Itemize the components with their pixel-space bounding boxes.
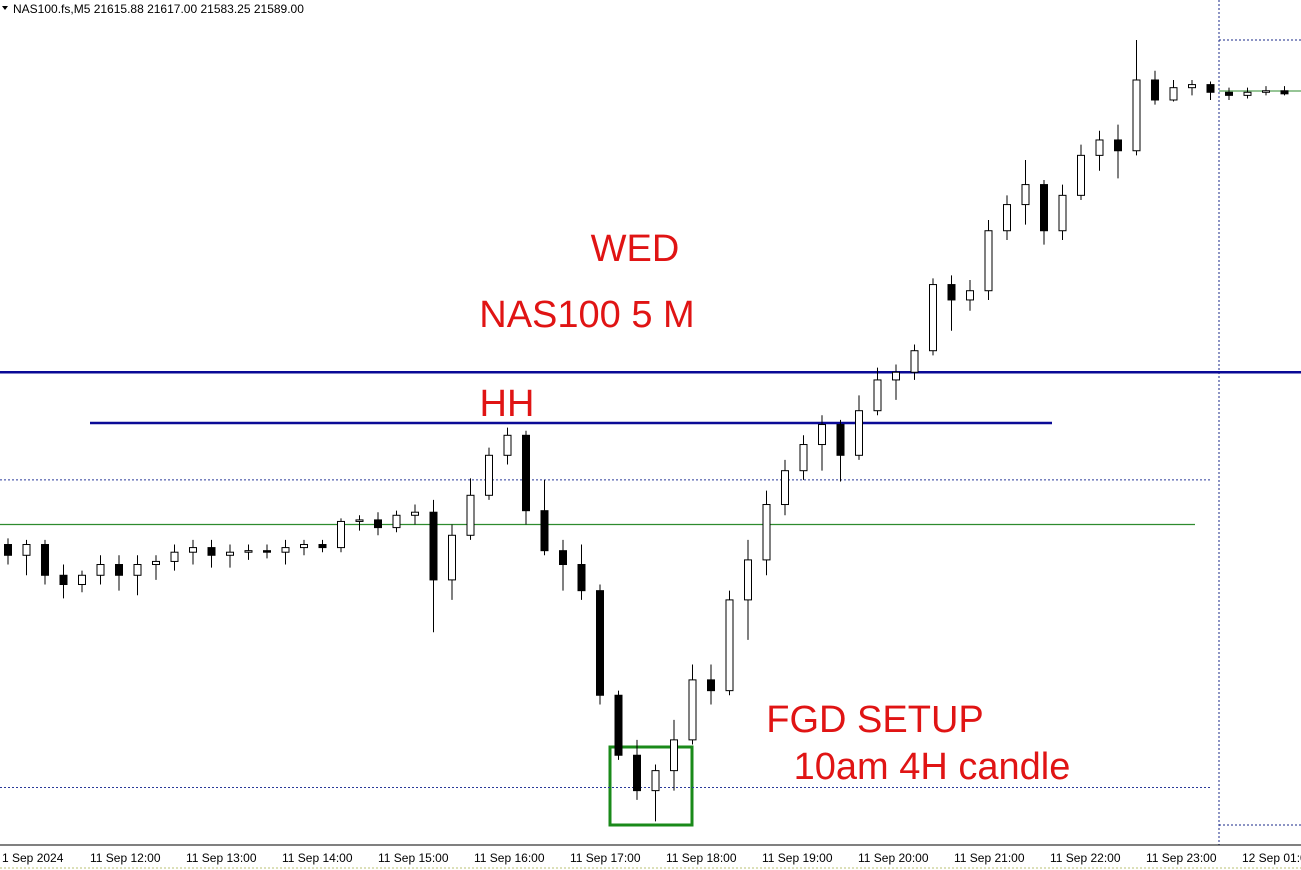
candle-body (1225, 91, 1233, 96)
candle-body (614, 694, 623, 756)
candle-body (41, 544, 49, 576)
candle-body (244, 550, 253, 553)
candle-body (966, 290, 974, 301)
candle-body (873, 379, 882, 412)
candle-body (818, 424, 826, 446)
candle-body (281, 547, 290, 553)
x-tick-label: 11 Sep 21:00 (954, 851, 1025, 865)
x-tick-label: 11 Sep 13:00 (186, 851, 257, 865)
candle-body (744, 559, 752, 601)
candle-body (152, 560, 160, 566)
x-tick-label: 12 Sep 01:00 (1242, 851, 1301, 865)
candle-body (1077, 154, 1085, 196)
x-tick-label: 11 Sep 18:00 (666, 851, 737, 865)
candle-body (762, 504, 771, 561)
setup-box (608, 745, 694, 827)
annotation: 10am 4H candle (794, 746, 1071, 788)
candle-body (929, 284, 937, 352)
chart-header: NAS100.fs,M5 21615.88 21617.00 21583.25 … (13, 2, 304, 16)
candle-body (1262, 90, 1270, 93)
candle-body (836, 424, 845, 456)
candle-body (78, 574, 86, 586)
x-tick-label: 11 Sep 16:00 (474, 851, 545, 865)
candle-body (540, 510, 549, 552)
candle-body (1095, 139, 1104, 156)
annotation: HH (480, 383, 535, 425)
candle-body (59, 574, 68, 586)
candle-body (1280, 90, 1289, 95)
x-tick-label: 11 Sep 19:00 (762, 851, 833, 865)
x-tick-label: 11 Sep 22:00 (1050, 851, 1121, 865)
candle-body (947, 284, 956, 301)
candle-body (651, 770, 660, 792)
candle-body (596, 590, 604, 696)
candle-body (892, 371, 900, 381)
candle-body (503, 434, 512, 456)
candle-body (1040, 184, 1048, 232)
x-tick-label: 11 Sep 17:00 (570, 851, 641, 865)
candle-body (4, 544, 12, 556)
candle-body (1021, 184, 1030, 206)
candle-body (411, 511, 419, 516)
candle-body (984, 230, 993, 292)
candle-body (1151, 79, 1159, 101)
candle-body (1169, 87, 1178, 101)
candle-body (799, 444, 808, 472)
candle-body (207, 547, 216, 556)
candle-body (1058, 194, 1067, 232)
candle-body (392, 514, 401, 529)
candle-body (522, 434, 530, 512)
candle-body (466, 494, 475, 536)
candle-body (559, 550, 567, 566)
candle-body (429, 511, 438, 581)
x-tick-label: 11 Sep 14:00 (282, 851, 353, 865)
candle-body (263, 550, 271, 553)
candle-body (189, 547, 197, 553)
candle-body (22, 544, 31, 556)
x-tick-label: 11 Sep 12:00 (90, 851, 161, 865)
candle-body (1188, 84, 1196, 89)
candle-body (1114, 139, 1122, 152)
candle-body (96, 564, 105, 576)
candle-body (355, 519, 364, 522)
x-tick-label: 11 Sep 23:00 (1146, 851, 1217, 865)
candle-body (855, 410, 863, 456)
annotation: WED (591, 228, 680, 270)
candle-body (910, 350, 919, 373)
candle-body (318, 544, 327, 549)
candle-body (448, 534, 456, 581)
annotation: NAS100 5 M (479, 294, 694, 336)
x-tick-label: 11 Sep 15:00 (378, 851, 449, 865)
candle-body (170, 551, 179, 562)
candle-body (725, 599, 734, 692)
x-tick-label: 1 Sep 2024 (2, 851, 64, 865)
candle-body (133, 564, 142, 576)
candle-body (337, 520, 345, 549)
candle-body (115, 564, 123, 576)
candle-body (300, 544, 308, 549)
candle-body (633, 754, 641, 792)
x-tick-label: 11 Sep 20:00 (858, 851, 929, 865)
candle-body (1003, 204, 1011, 232)
candle-body (670, 739, 678, 772)
candle-body (374, 519, 382, 529)
candle-body (1206, 84, 1215, 93)
candle-body (688, 679, 697, 741)
candle-body (485, 454, 493, 496)
candle-body (226, 551, 234, 556)
candle-body (1243, 91, 1252, 96)
candle-body (707, 679, 715, 692)
candle-body (577, 564, 586, 592)
candle-body (781, 470, 789, 506)
header-arrow (2, 6, 8, 10)
annotation: FGD SETUP (766, 699, 983, 741)
candle-body (1132, 79, 1141, 152)
